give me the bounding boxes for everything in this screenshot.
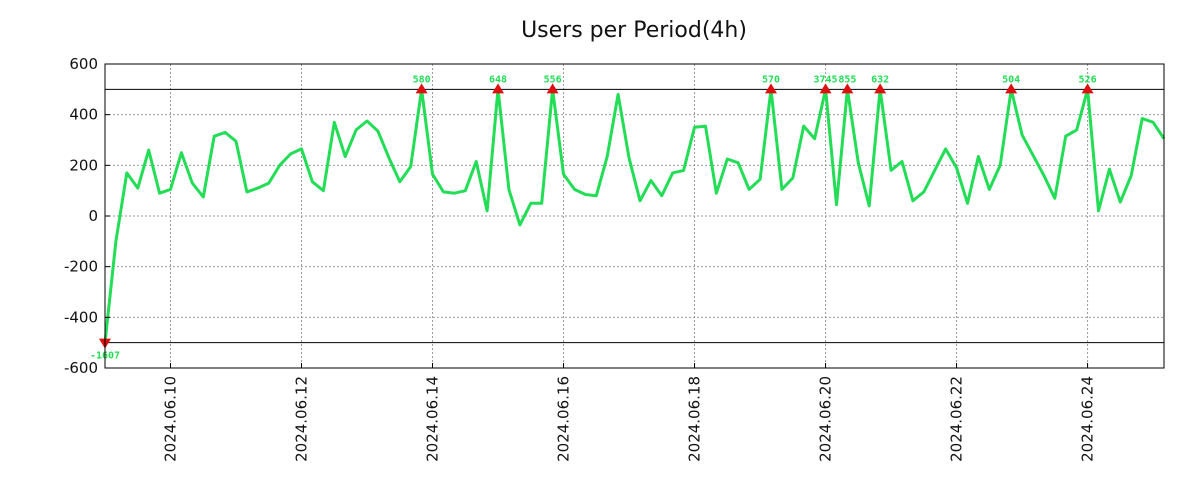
peak-label: 648 (489, 74, 507, 85)
x-tick-label: 2024.06.22 (948, 376, 966, 462)
y-tick-label: 600 (69, 55, 98, 73)
peak-marker (819, 83, 832, 94)
y-tick-label: 0 (88, 207, 98, 225)
x-tick-label: 2024.06.16 (555, 376, 573, 462)
peak-marker (1081, 83, 1094, 94)
peak-label: 556 (544, 74, 562, 85)
peak-marker (415, 83, 428, 94)
peak-marker (492, 83, 505, 94)
peak-marker (1005, 83, 1018, 94)
x-tick-label: 2024.06.10 (162, 376, 180, 462)
x-tick-label: 2024.06.20 (817, 376, 835, 462)
x-tick-label: 2024.06.14 (424, 376, 442, 462)
peak-marker (546, 83, 559, 94)
chart-title: Users per Period(4h) (521, 18, 747, 43)
series-line-users (103, 87, 1166, 343)
y-tick-label: -600 (64, 359, 98, 377)
y-tick-label: -400 (64, 308, 98, 326)
peak-marker (841, 83, 854, 94)
x-tick-label: 2024.06.12 (293, 376, 311, 462)
peak-label: 632 (871, 74, 889, 85)
series-lines (103, 87, 1166, 343)
peak-label: 3745 (814, 74, 838, 85)
x-axis: 2024.06.10 2024.06.12 2024.06.14 2024.06.16… (162, 363, 1097, 462)
peak-label: 570 (762, 74, 780, 85)
threshold-lines (105, 88, 1164, 344)
peak-label: 526 (1079, 74, 1097, 85)
peak-label: 855 (838, 74, 856, 85)
y-axis: 600 400 200 0 -200 -400 -600 (64, 55, 110, 377)
y-tick-label: 400 (69, 106, 98, 124)
y-tick-label: -200 (64, 258, 98, 276)
peak-marker (874, 83, 887, 94)
peak-marker (764, 83, 777, 94)
x-tick-label: 2024.06.18 (686, 376, 704, 462)
y-tick-label: 200 (69, 156, 98, 174)
peak-label: 580 (413, 74, 431, 85)
peak-label: 504 (1002, 74, 1020, 85)
x-tick-label: 2024.06.24 (1079, 376, 1097, 462)
